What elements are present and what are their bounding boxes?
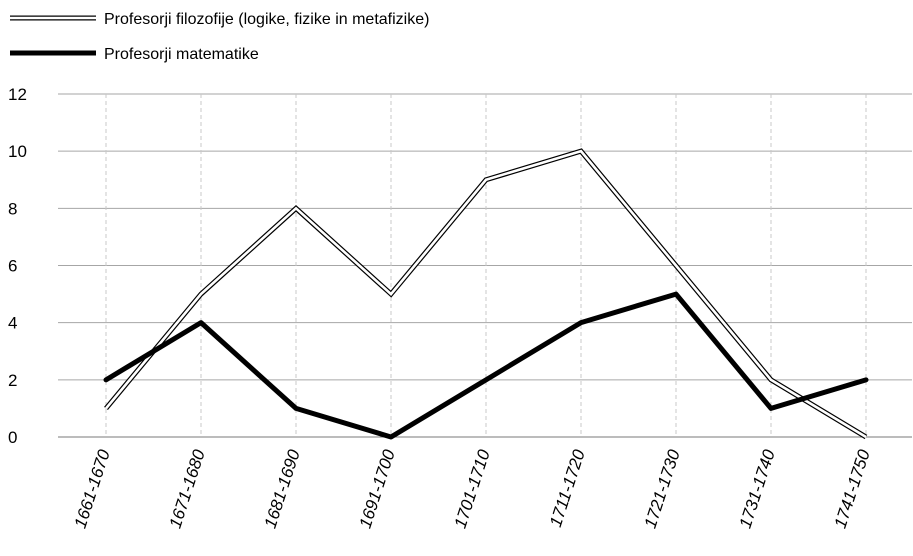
y-tick-label: 12 <box>8 85 27 104</box>
x-tick-label: 1691-1700 <box>356 447 399 531</box>
y-tick-label: 6 <box>8 257 17 276</box>
series-2 <box>103 291 869 440</box>
y-tick-label: 4 <box>8 314 17 333</box>
x-tick-label: 1731-1740 <box>736 447 779 531</box>
series-layer <box>103 148 869 440</box>
legend-item-mathematics: Profesorji matematike <box>10 46 259 63</box>
y-tick-label: 2 <box>8 371 17 390</box>
y-axis-ticks: 0 2 4 6 8 10 12 <box>8 85 27 447</box>
legend: Profesorji filozofije (logike, fizike in… <box>10 11 429 63</box>
y-tick-label: 8 <box>8 199 17 218</box>
x-tick-label: 1681-1690 <box>261 447 304 531</box>
x-tick-label: 1661-1670 <box>71 447 114 531</box>
series-line-philosophy-inner <box>105 149 867 439</box>
series-1 <box>104 148 868 440</box>
x-tick-label: 1701-1710 <box>451 447 494 531</box>
legend-label-mathematics: Profesorji matematike <box>104 46 259 63</box>
series-line-mathematics <box>103 291 869 440</box>
x-tick-label: 1721-1730 <box>641 447 684 531</box>
x-tick-label: 1711-1720 <box>546 447 589 530</box>
legend-item-philosophy: Profesorji filozofije (logike, fizike in… <box>10 11 429 28</box>
x-axis-ticks: 1661-1670 1671-1680 1681-1690 1691-1700 1701… <box>71 447 874 531</box>
x-tick-label: 1741-1750 <box>831 447 874 531</box>
legend-label-philosophy: Profesorji filozofije (logike, fizike in… <box>104 11 429 28</box>
x-tick-label: 1671-1680 <box>166 447 209 531</box>
y-tick-label: 0 <box>8 428 17 447</box>
y-tick-label: 10 <box>8 142 27 161</box>
